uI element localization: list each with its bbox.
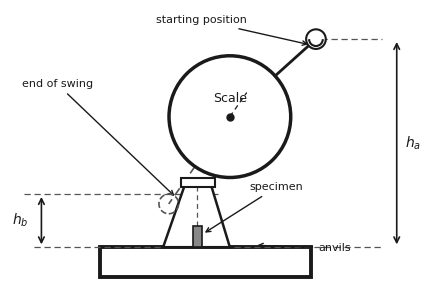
Text: $h_a$: $h_a$	[405, 135, 421, 152]
Text: starting position: starting position	[156, 15, 307, 45]
Text: end of swing: end of swing	[22, 79, 173, 195]
Bar	[181, 178, 215, 187]
Circle shape	[169, 56, 291, 178]
Text: Scale: Scale	[213, 92, 247, 105]
Circle shape	[306, 29, 326, 49]
Text: anvils: anvils	[259, 243, 351, 253]
Polygon shape	[163, 182, 230, 247]
Text: $h_b$: $h_b$	[12, 212, 29, 229]
Bar	[100, 247, 311, 277]
Bar	[193, 225, 202, 247]
Text: specimen: specimen	[206, 182, 303, 232]
